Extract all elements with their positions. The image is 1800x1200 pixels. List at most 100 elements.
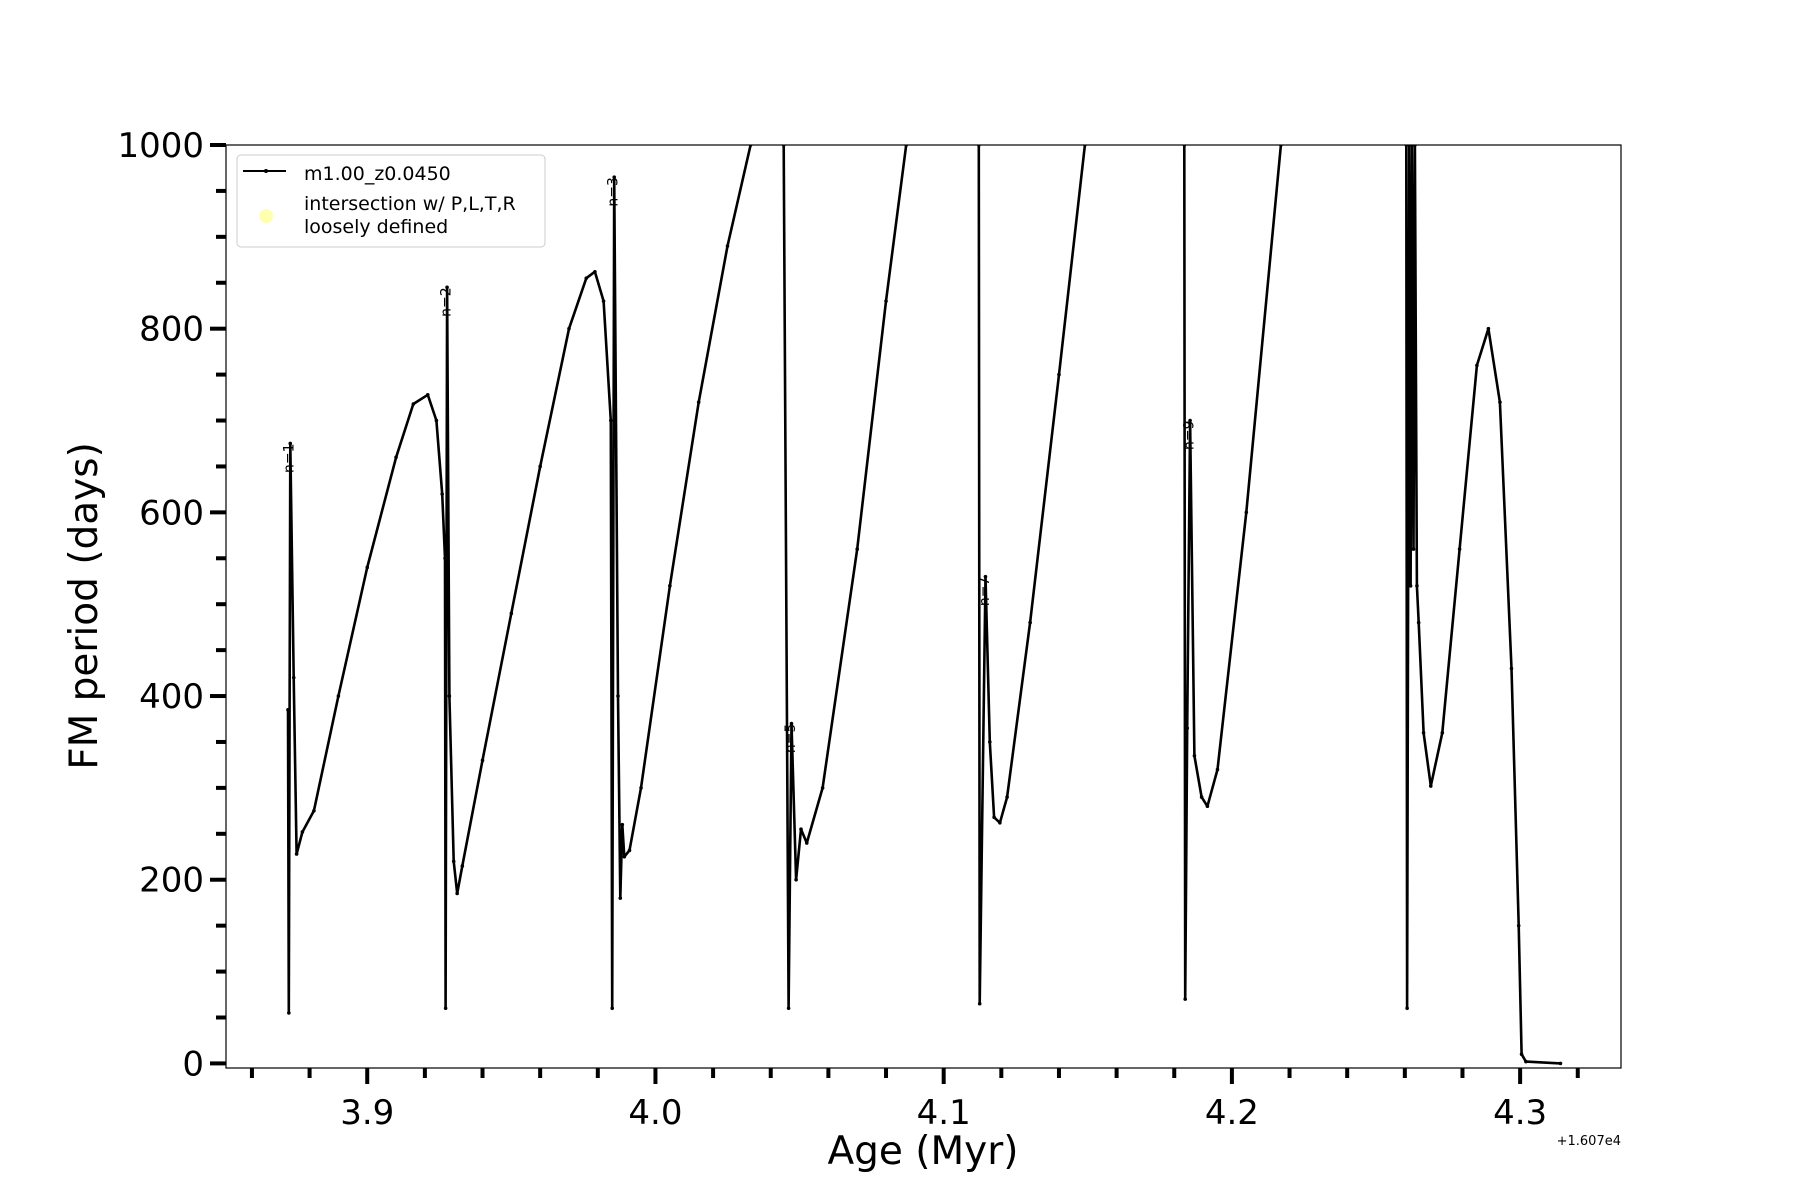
y-tick-label: 800: [139, 310, 204, 350]
data-point: [1416, 620, 1421, 625]
data-point: [820, 786, 825, 790]
data-point: [509, 611, 514, 616]
data-point: [1188, 418, 1192, 423]
data-point: [425, 393, 430, 397]
data-point: [725, 244, 730, 248]
data-point: [567, 326, 571, 331]
data-point: [616, 694, 620, 698]
data-point: [593, 269, 597, 274]
data-point: [610, 1006, 615, 1011]
x-offset-label: +1.607e4: [1557, 1134, 1621, 1149]
data-point: [1524, 1059, 1528, 1064]
data-point: [1457, 547, 1462, 551]
data-point: [627, 848, 632, 853]
legend-intersection-marker-icon: [259, 209, 273, 223]
data-point: [668, 584, 672, 588]
data-point: [447, 694, 452, 698]
data-point: [434, 418, 439, 423]
data-point: [622, 854, 627, 859]
data-point: [1192, 753, 1197, 758]
data-point: [998, 820, 1002, 825]
data-point: [287, 1011, 291, 1015]
data-point: [992, 815, 996, 820]
y-tick-label: 600: [139, 493, 204, 533]
data-point: [601, 299, 606, 303]
y-tick-label: 400: [139, 677, 204, 717]
data-point: [1516, 923, 1521, 928]
data-point: [618, 896, 623, 900]
data-point: [1421, 730, 1426, 735]
data-point: [538, 464, 542, 469]
data-point: [1185, 726, 1190, 730]
data-point: [1411, 547, 1416, 551]
data-point: [1558, 1061, 1563, 1066]
legend-box: [236, 154, 546, 248]
data-point: [443, 556, 447, 561]
x-axis-label: Age (Myr): [827, 1129, 1018, 1174]
plot-frame: [225, 144, 1622, 1069]
data-point: [451, 859, 456, 864]
legend: m1.00_z0.0450 intersection w/ P,L,T,R lo…: [236, 154, 546, 248]
data-point: [336, 694, 341, 698]
legend-label-intersection: intersection w/ P,L,T,R loosely defined: [304, 193, 522, 238]
x-axis-ticks: 3.9 4.0 4.1 4.2 4.3: [249, 1068, 1580, 1133]
pulse-annotation: n=5: [783, 724, 799, 754]
data-point: [799, 827, 803, 832]
data-point: [300, 830, 305, 834]
data-point: [294, 852, 299, 856]
data-point: [1415, 584, 1419, 588]
data-point: [1408, 584, 1413, 588]
pulse-annotation: n=1: [282, 443, 298, 473]
y-axis-label: FM period (days): [62, 442, 107, 770]
data-point: [443, 1006, 448, 1011]
data-point: [1509, 666, 1514, 671]
x-tick-label: 4.1: [917, 1093, 971, 1133]
data-point: [620, 822, 625, 827]
data-point: [291, 675, 296, 680]
y-axis-ticks: 0 200 400 600 800 1000: [117, 126, 226, 1084]
data-point: [786, 1006, 791, 1011]
pulse-annotation: n=7: [977, 577, 993, 607]
data-point: [987, 740, 992, 744]
x-tick-label: 4.3: [1493, 1093, 1547, 1133]
data-point: [440, 492, 444, 496]
y-tick-label: 0: [182, 1044, 204, 1084]
data-point: [789, 721, 794, 726]
annotation-layer: n=1 n=2 n=3 n=5 n=7 n=9: [282, 177, 1198, 753]
data-point: [1475, 363, 1479, 368]
data-point: [411, 402, 416, 406]
data-point: [639, 786, 643, 790]
data-point: [460, 864, 465, 868]
data-point: [445, 285, 449, 290]
y-tick-label: 200: [139, 861, 204, 901]
data-point: [804, 841, 809, 845]
pulse-annotation: n=3: [606, 177, 622, 207]
legend-label-intersection-line2: loosely defined: [304, 216, 448, 238]
data-point: [1405, 1006, 1409, 1011]
data-point: [1519, 1052, 1524, 1057]
y-tick-label: 1000: [117, 126, 204, 166]
data-point: [365, 565, 370, 570]
data-point: [983, 574, 988, 579]
data-point: [1005, 795, 1009, 799]
data-point: [1498, 400, 1502, 404]
data-point: [794, 877, 798, 882]
data-point: [480, 758, 485, 763]
legend-label-series: m1.00_z0.0450: [304, 163, 451, 185]
pulse-annotation: n=9: [1182, 421, 1198, 451]
data-point: [455, 891, 459, 896]
data-point: [977, 1001, 982, 1006]
data-point: [612, 175, 617, 179]
pulse-annotation: n=2: [439, 287, 455, 317]
data-point: [584, 276, 589, 280]
data-point: [1215, 767, 1220, 772]
data-point: [855, 547, 860, 551]
data-point: [286, 708, 290, 712]
data-point: [1486, 326, 1491, 331]
legend-line-marker-icon: [264, 169, 268, 173]
data-point: [1057, 372, 1061, 377]
legend-label-intersection-line1: intersection w/ P,L,T,R: [304, 193, 516, 215]
data-point: [1428, 784, 1433, 788]
data-point: [696, 400, 701, 404]
data-point: [1028, 620, 1032, 625]
